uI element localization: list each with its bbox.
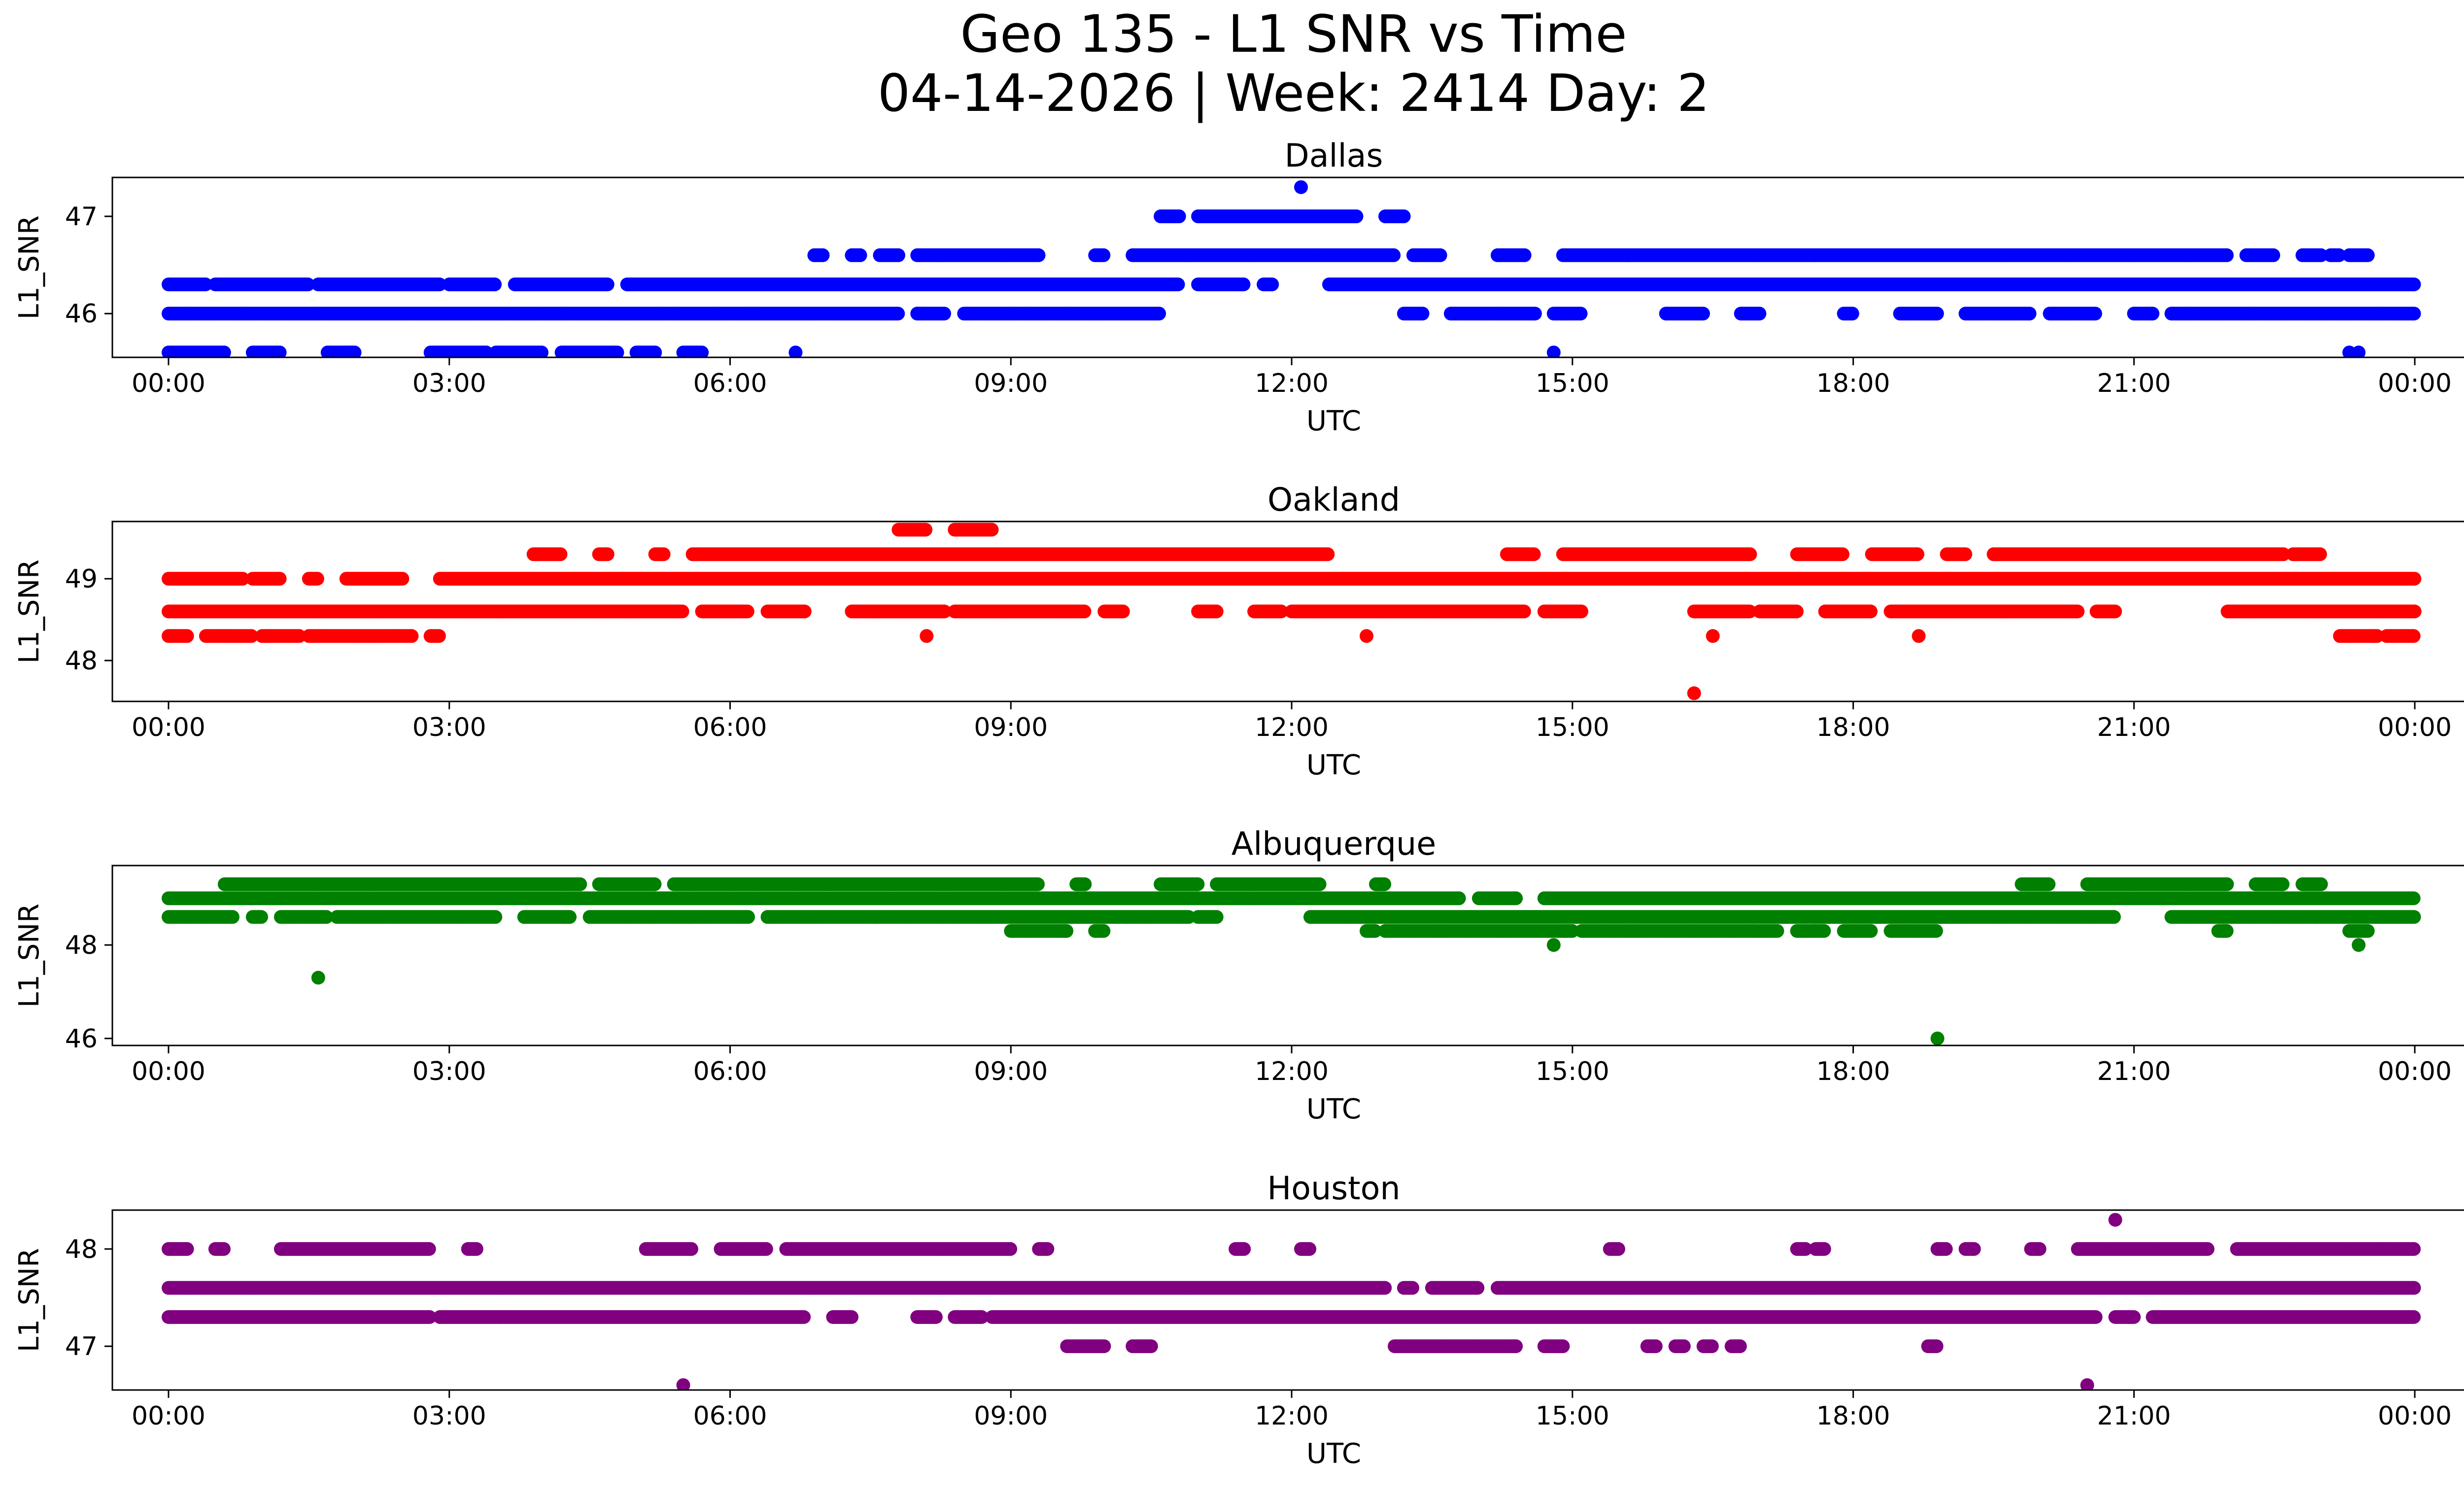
data-point	[1116, 604, 1130, 619]
scatter-series	[162, 180, 2421, 357]
data-point	[217, 346, 231, 357]
subplot-container: Dallas 00:00 03:00 06:00 09:00 12:00 15:00 18:0…	[13, 138, 2464, 1470]
data-point	[310, 572, 324, 586]
y-tick-label: 46	[65, 299, 98, 329]
data-point	[1096, 248, 1111, 262]
x-tick-label: 00:00	[132, 369, 205, 398]
scatter-series	[162, 522, 2422, 700]
data-point	[853, 248, 867, 262]
x-tick-label: 06:00	[693, 369, 767, 398]
data-point	[2407, 604, 2422, 619]
data-point	[1171, 278, 1185, 291]
data-point	[2108, 604, 2122, 619]
figure-title-line1: Geo 135 - L1 SNR vs Time	[960, 4, 1627, 64]
data-point	[1274, 604, 1288, 619]
x-tick-label: 00:00	[2378, 369, 2452, 398]
data-point	[2022, 307, 2037, 321]
data-point	[1415, 307, 1430, 321]
data-point	[1349, 209, 1364, 223]
data-point	[199, 278, 213, 291]
data-point	[2071, 604, 2085, 619]
data-point	[797, 604, 812, 619]
data-point	[273, 572, 287, 586]
figure-title-line2: 04-14-2026 | Week: 2414 Day: 2	[878, 63, 1710, 123]
data-point	[1789, 604, 1804, 619]
data-point	[1752, 307, 1767, 321]
data-point	[740, 604, 754, 619]
axes-frame	[111, 176, 2464, 358]
data-point	[1517, 248, 1532, 262]
x-tick-label: 03:00	[412, 369, 486, 398]
data-point	[1172, 209, 1186, 223]
data-point	[891, 307, 905, 321]
data-point	[2088, 307, 2102, 321]
data-point	[2220, 248, 2234, 262]
data-point	[695, 346, 709, 357]
data-point	[1209, 604, 1224, 619]
subplot-dallas: Dallas 00:00 03:00 06:00 09:00 12:00 15:00 18:0…	[13, 138, 2464, 437]
x-axis-label: UTC	[1306, 405, 1361, 437]
data-point	[395, 572, 410, 586]
subplot-title: Oakland	[1267, 482, 1400, 519]
data-point	[2407, 278, 2421, 291]
data-point	[2332, 248, 2346, 262]
data-point	[816, 248, 830, 262]
data-point	[1294, 180, 1308, 194]
data-point	[1696, 307, 1710, 321]
data-point	[1930, 307, 1944, 321]
data-point	[236, 572, 250, 586]
data-point	[1265, 278, 1279, 291]
data-point	[2407, 307, 2421, 321]
data-point	[1528, 307, 1542, 321]
data-point	[1574, 307, 1588, 321]
data-point	[600, 278, 615, 291]
data-point	[1517, 604, 1531, 619]
data-point	[1152, 307, 1166, 321]
subplot-title: Dallas	[1285, 138, 1383, 174]
data-point	[433, 278, 446, 291]
data-point	[1433, 248, 1447, 262]
data-point	[2266, 248, 2280, 262]
data-point	[1743, 604, 1757, 619]
data-point	[301, 278, 315, 291]
data-point	[1574, 604, 1588, 619]
data-point	[488, 278, 502, 291]
data-point	[264, 346, 278, 357]
data-point	[2314, 248, 2328, 262]
data-point	[1863, 604, 1878, 619]
data-point	[2361, 248, 2375, 262]
data-point	[1077, 604, 1092, 619]
x-tick-label: 15:00	[1536, 369, 1609, 398]
data-point	[937, 604, 952, 619]
x-tick-label: 12:00	[1255, 369, 1329, 398]
x-tick-label: 21:00	[2097, 369, 2171, 398]
data-point	[788, 346, 803, 357]
data-point	[1546, 346, 1561, 357]
data-point	[1397, 209, 1411, 223]
data-point	[1031, 248, 1046, 262]
x-tick-label: 09:00	[974, 369, 1048, 398]
data-point	[2145, 307, 2159, 321]
y-axis-label: L1_SNR	[13, 215, 45, 319]
data-point	[937, 307, 951, 321]
y-tick-label: 47	[65, 202, 98, 232]
data-point	[891, 248, 905, 262]
x-tick-label: 18:00	[1816, 369, 1890, 398]
data-point	[1845, 307, 1859, 321]
data-point	[648, 346, 662, 357]
data-point	[1236, 278, 1251, 291]
data-point	[675, 604, 689, 619]
data-point	[339, 346, 353, 357]
data-point	[1387, 248, 1401, 262]
data-point	[2352, 346, 2366, 357]
data-point	[535, 346, 548, 357]
data-point	[610, 346, 624, 357]
